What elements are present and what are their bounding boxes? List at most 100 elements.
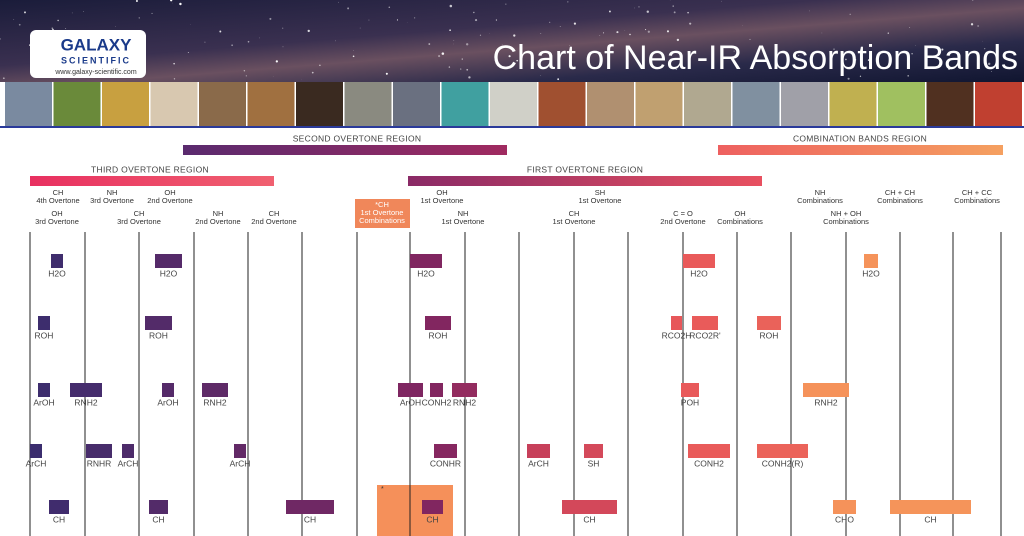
- band-label: ArCH: [230, 458, 251, 468]
- band-label: CH: [304, 514, 316, 524]
- star: [505, 3, 507, 5]
- photo: [393, 82, 440, 126]
- star: [173, 62, 175, 65]
- band: [234, 444, 246, 458]
- star: [749, 38, 751, 40]
- column-label: Combinations: [954, 196, 1000, 205]
- star: [449, 29, 451, 31]
- star: [599, 34, 601, 36]
- column-label: 3rd Overtone: [90, 196, 134, 205]
- band: [683, 254, 715, 268]
- column-label: NH + OH: [831, 209, 862, 218]
- star: [733, 50, 735, 52]
- column-label: NH: [213, 209, 224, 218]
- star: [170, 0, 173, 2]
- band: [425, 316, 451, 330]
- column-label: NH: [815, 188, 826, 197]
- star: [311, 71, 314, 74]
- star: [24, 11, 26, 14]
- star: [689, 22, 692, 25]
- region-label: FIRST OVERTONE REGION: [527, 164, 643, 174]
- star: [608, 10, 611, 13]
- star: [634, 7, 635, 9]
- band-label: ROH: [35, 330, 54, 340]
- star: [495, 19, 498, 21]
- star: [909, 27, 911, 29]
- logo-sub: SCIENTIFIC: [61, 55, 131, 65]
- star: [352, 55, 355, 58]
- band: [422, 500, 443, 514]
- band: [38, 316, 50, 330]
- photo-strip: [5, 82, 1022, 126]
- star: [13, 19, 15, 20]
- logo-name: GALAXY: [61, 35, 133, 54]
- star: [849, 13, 851, 15]
- star: [307, 29, 310, 33]
- column-label: NH: [458, 209, 469, 218]
- band-label: ArOH: [33, 397, 54, 407]
- band-label: H2O: [48, 268, 66, 278]
- band-label: CH: [426, 514, 438, 524]
- content: SECOND OVERTONE REGION COMBINATION BANDS …: [26, 133, 1003, 536]
- band-label: RNHR: [87, 458, 112, 468]
- band: [757, 444, 808, 458]
- column-label: CH: [53, 188, 64, 197]
- star: [798, 55, 800, 56]
- star: [449, 4, 453, 8]
- star: [2, 77, 5, 80]
- column-label: 2nd Overtone: [195, 217, 240, 226]
- star: [638, 6, 640, 8]
- star: [231, 44, 233, 47]
- band-label: ArCH: [118, 458, 139, 468]
- band-label: CH: [53, 514, 65, 524]
- star: [557, 78, 560, 81]
- star: [282, 46, 284, 48]
- star: [599, 52, 602, 54]
- band-label: CH: [924, 514, 936, 524]
- star: [247, 40, 250, 43]
- column-label: Combinations: [717, 217, 763, 226]
- band-label: RCO2H: [662, 330, 692, 340]
- star: [559, 26, 561, 27]
- band: [434, 444, 457, 458]
- star: [65, 27, 67, 29]
- star: [513, 34, 516, 37]
- star: [335, 40, 337, 42]
- region-bar: [30, 176, 274, 186]
- star: [676, 38, 680, 42]
- band-label: CHO: [835, 514, 854, 524]
- photo: [150, 82, 198, 126]
- star: [396, 19, 398, 21]
- header: GALAXY SCIENTIFIC www.galaxy-scientific.…: [0, 0, 1024, 128]
- column-label: CH: [269, 209, 280, 218]
- column-label: 1st Overtone: [421, 196, 464, 205]
- column-label: Combinations: [823, 217, 869, 226]
- photo: [199, 82, 246, 126]
- band-label: H2O: [862, 268, 880, 278]
- photo: [441, 82, 489, 126]
- star: [970, 23, 974, 26]
- star: [567, 1, 569, 3]
- column-label: 3rd Overtone: [117, 217, 161, 226]
- column-label: 3rd Overtone: [35, 217, 79, 226]
- band: [757, 316, 781, 330]
- star: [867, 59, 870, 61]
- photo: [926, 82, 974, 126]
- star: [845, 58, 847, 61]
- star: [18, 23, 21, 26]
- star: [243, 70, 246, 72]
- band: [681, 383, 699, 397]
- band-label: ArCH: [26, 458, 47, 468]
- column-label: 2nd Overtone: [147, 196, 192, 205]
- star: [57, 19, 59, 22]
- band: [162, 383, 174, 397]
- column-label: 1st Overtone: [579, 196, 622, 205]
- band-label: H2O: [690, 268, 708, 278]
- column-label: OH: [164, 188, 175, 197]
- column-label: OH: [436, 188, 447, 197]
- star: [687, 11, 689, 14]
- band: [149, 500, 168, 514]
- star: [473, 11, 475, 14]
- photo: [684, 82, 731, 126]
